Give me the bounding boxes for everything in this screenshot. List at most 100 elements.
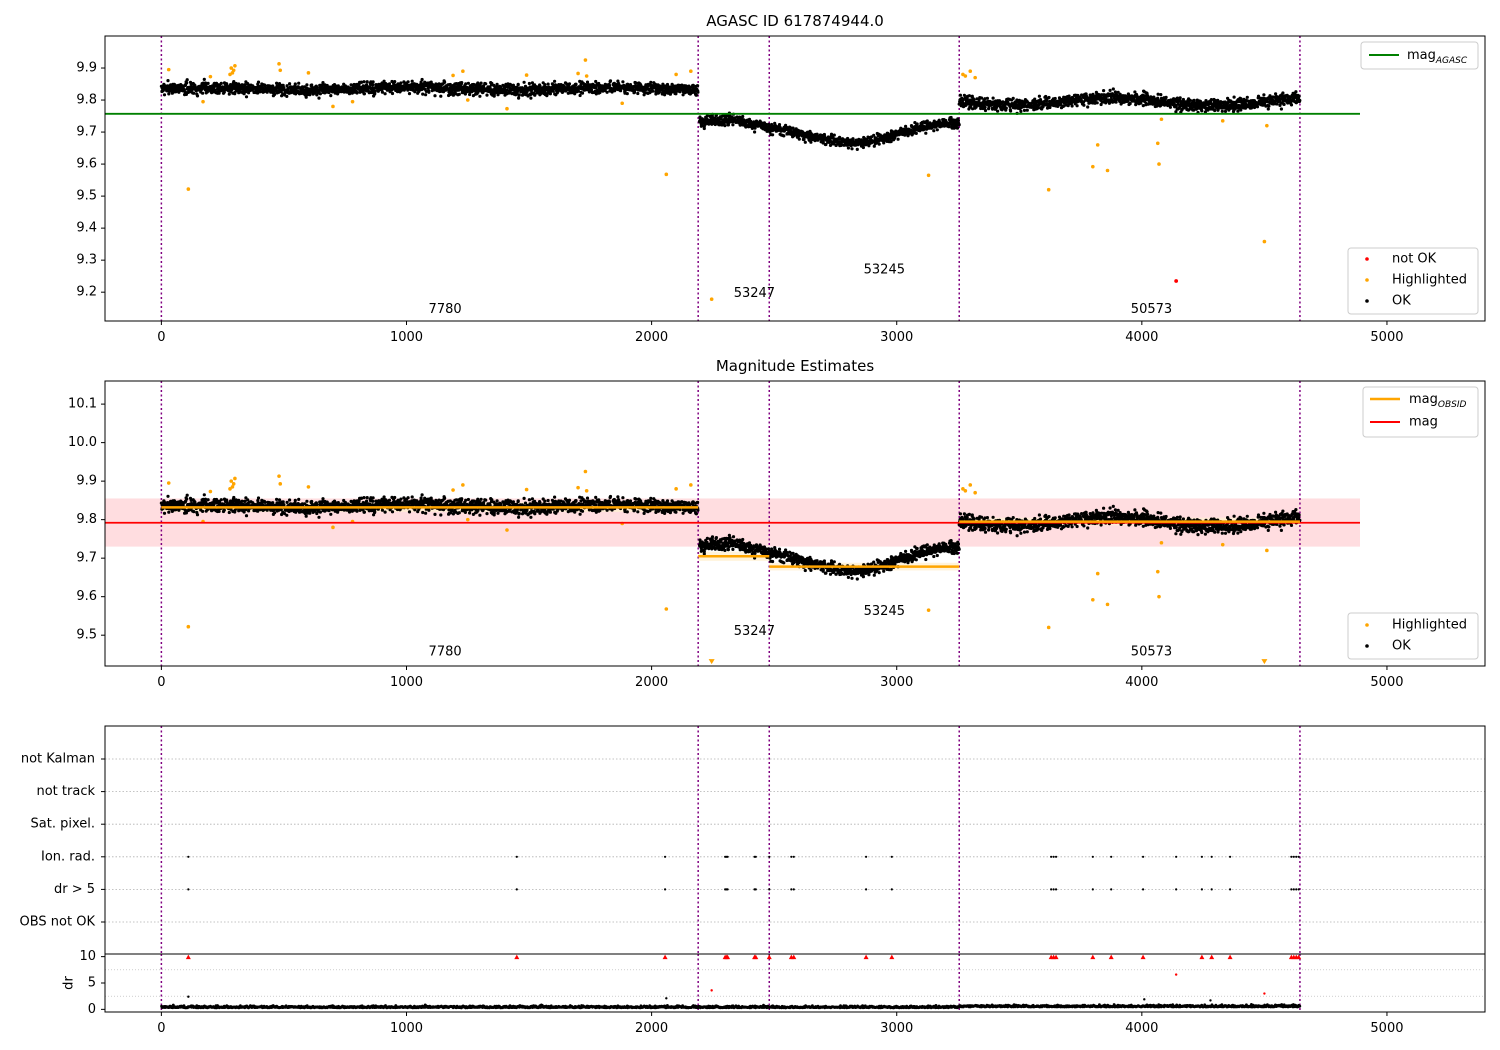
panel-agasc-plot-area	[105, 36, 1360, 321]
panel-agasc-ok-point	[516, 82, 520, 86]
panel-mag-ok-point	[205, 508, 209, 512]
panel-mag-ok-point	[317, 515, 321, 519]
panel-agasc-xtick-tick-label: 5000	[1370, 330, 1403, 345]
panel-agasc-obsid-label: 53245	[864, 263, 905, 278]
panel-agasc-ok-point	[308, 93, 312, 97]
panel-agasc-ok-point	[1102, 89, 1106, 93]
panel-agasc-ok-point	[1109, 97, 1114, 101]
legend-label: OK	[1392, 294, 1411, 309]
panel-agasc-ok-point	[496, 93, 500, 97]
panel-agasc-ok-point	[694, 93, 699, 97]
panel-agasc-ok-point	[649, 80, 653, 84]
panel-agasc-highlighted-point	[229, 66, 234, 70]
panel-agasc-ok-point	[628, 83, 633, 87]
panel-mag-ok-point	[247, 509, 251, 513]
panel-agasc-frame	[104, 35, 1486, 322]
panel-agasc-ok-point	[932, 129, 936, 133]
panel-agasc-ok-point	[952, 126, 956, 130]
panel-mag-ok-point	[218, 501, 222, 505]
panel-agasc-ok-point	[1004, 106, 1008, 110]
panel-agasc: AGASC ID 617874944.077805324753245505730…	[76, 12, 1486, 345]
panel-agasc-ok-point	[1174, 110, 1178, 114]
panel-agasc-ok-point	[947, 125, 951, 129]
panel-mag-ok-point	[244, 514, 249, 518]
panel-agasc-ok-point	[1075, 104, 1079, 108]
panel-agasc-ok-point	[839, 142, 844, 146]
panel-agasc-ok-point	[1011, 96, 1015, 100]
panel-agasc-ok-point	[293, 82, 297, 86]
panel-agasc-ok-point	[1067, 94, 1071, 98]
panel-agasc-ok-point	[360, 80, 364, 84]
panel-agasc-ok-point	[882, 141, 886, 145]
panel-agasc-ok-point	[1236, 109, 1240, 113]
panel-agasc-ok-point	[1114, 100, 1118, 104]
panel-mag-plot-area	[105, 381, 1360, 666]
panel-agasc-ok-point	[1156, 92, 1160, 96]
panel-agasc-ok-point	[318, 92, 322, 96]
panel-mag-ok-point	[263, 500, 267, 504]
panel-agasc-ok-point	[1181, 97, 1185, 102]
panel-mag-ok-point	[285, 500, 289, 504]
panel-agasc-ok-point	[1053, 96, 1057, 101]
legend-marker	[1365, 257, 1369, 261]
panel-agasc-ok-point	[1168, 105, 1172, 109]
panel-agasc-ok-point	[530, 81, 535, 85]
panel-agasc-ok-point	[1192, 98, 1196, 102]
panel-agasc-ok-point	[995, 105, 999, 109]
panel-agasc-ok-point	[485, 93, 489, 97]
panel-agasc-ok-point	[206, 81, 210, 85]
panel-agasc-ok-point	[399, 81, 403, 85]
panel-mag-ok-point	[293, 498, 297, 502]
panel-agasc-ok-point	[958, 93, 963, 97]
panel-agasc-ok-point	[421, 92, 425, 96]
panel-mag-ok-point	[186, 508, 190, 513]
panel-agasc-ok-point	[991, 96, 995, 100]
panel-agasc-ok-point	[1062, 104, 1066, 108]
panel-agasc-ok-point	[371, 80, 375, 84]
panel-agasc-ok-point	[182, 88, 186, 92]
panel-agasc-ok-point	[450, 89, 454, 93]
panel-agasc-ok-point	[448, 82, 452, 87]
panel-mag-ok-point	[273, 511, 277, 515]
panel-agasc-ok-point	[218, 85, 222, 89]
panel-agasc-ok-point	[723, 124, 727, 128]
panel-agasc-ok-point	[529, 96, 533, 100]
panel-agasc-highlighted-point	[709, 297, 714, 302]
legend-label: not OK	[1392, 252, 1437, 267]
panel-agasc-ok-point	[896, 137, 900, 141]
panel-agasc-ok-point	[1009, 109, 1013, 113]
panel-mag-ok-point	[206, 498, 210, 502]
panel-mag-ok-point	[204, 500, 208, 504]
panel-agasc-ok-point	[201, 91, 205, 95]
panel-agasc-ok-point	[380, 90, 384, 94]
panel-agasc-ok-point	[1036, 106, 1040, 110]
panel-agasc-ok-point	[851, 137, 855, 141]
panel-agasc-xtick-tick-label: 2000	[635, 330, 668, 345]
panel-agasc-ok-point	[855, 147, 859, 151]
panel-agasc-ok-point	[594, 79, 598, 84]
panel-agasc-ok-point	[205, 90, 209, 94]
panel-agasc-ok-point	[654, 92, 658, 96]
panel-agasc-highlighted-point	[233, 63, 237, 68]
panel-agasc-ok-point	[1159, 93, 1163, 97]
panel-agasc-highlighted-point	[1095, 143, 1100, 147]
panel-mag-ok-point	[321, 497, 325, 501]
panel-agasc-ok-point	[636, 91, 640, 96]
panel-agasc-ok-point	[1209, 98, 1213, 102]
panel-agasc-ok-point	[1176, 102, 1181, 106]
panel-agasc-highlighted-point	[1159, 117, 1164, 122]
panel-agasc-ok-point	[1139, 101, 1143, 105]
panel-agasc-ok-point	[285, 94, 289, 98]
panel-agasc-highlighted-point	[231, 68, 236, 73]
panel-agasc-ok-point	[427, 90, 431, 94]
panel-agasc-ok-point	[970, 94, 974, 98]
panel-agasc-ok-point	[696, 84, 700, 88]
panel-agasc-highlighted-point	[465, 98, 470, 102]
panel-agasc-ok-point	[634, 81, 638, 85]
panel-agasc-ok-point	[1216, 98, 1220, 102]
panel-agasc-ok-point	[1128, 102, 1132, 106]
panel-agasc-ok-point	[1037, 94, 1041, 98]
panel-agasc-ok-point	[305, 83, 309, 87]
panel-agasc-ok-point	[349, 83, 353, 87]
